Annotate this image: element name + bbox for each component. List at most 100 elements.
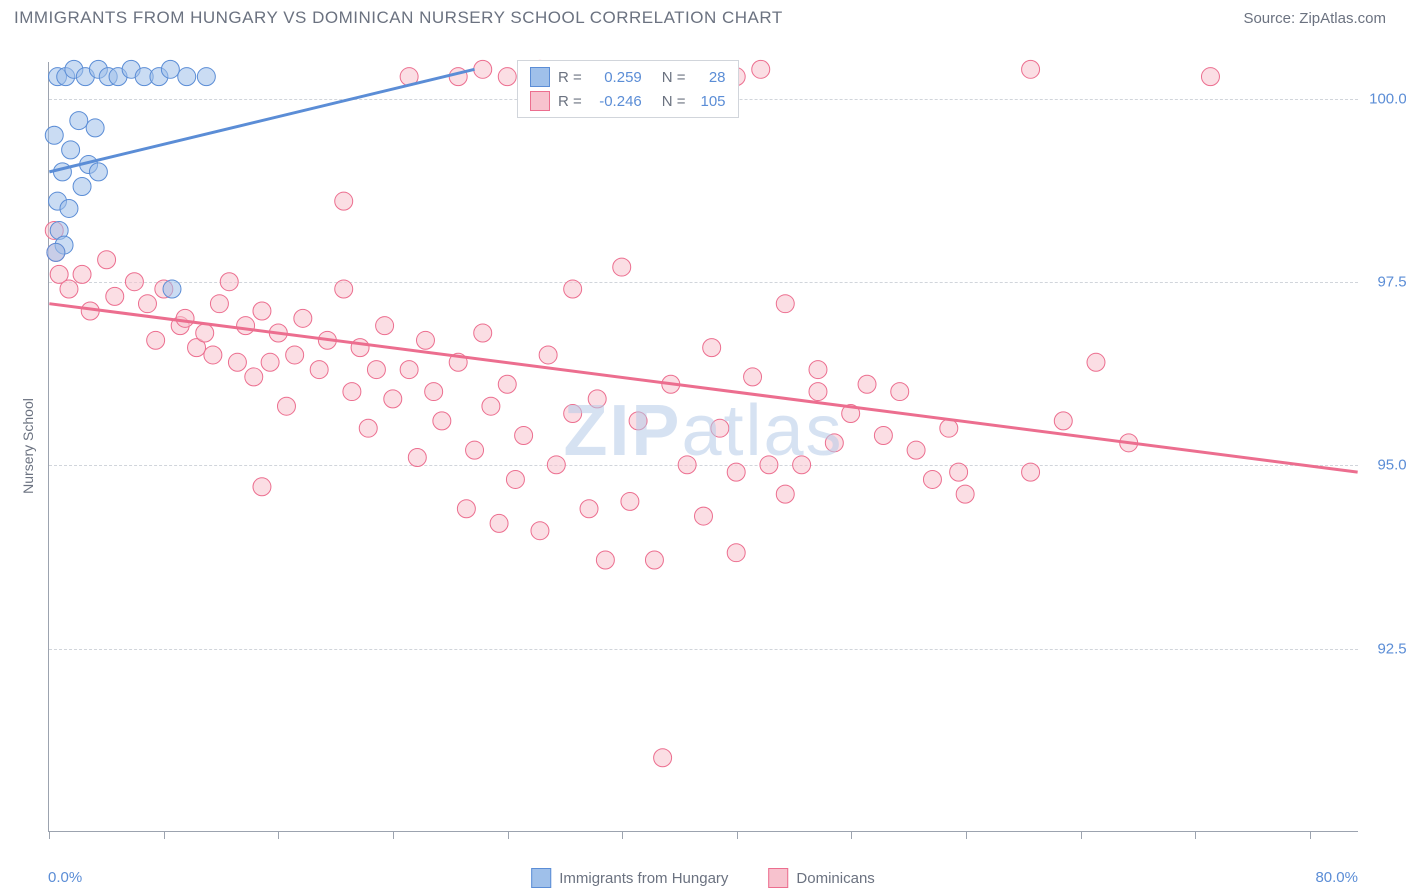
- scatter-point: [98, 251, 116, 269]
- scatter-point: [457, 500, 475, 518]
- scatter-point: [891, 383, 909, 401]
- scatter-point: [367, 361, 385, 379]
- x-tick: [164, 831, 165, 839]
- scatter-point: [858, 375, 876, 393]
- x-tick: [278, 831, 279, 839]
- scatter-point: [776, 295, 794, 313]
- scatter-point: [678, 456, 696, 474]
- scatter-point: [310, 361, 328, 379]
- scatter-point: [727, 463, 745, 481]
- swatch-hungary-icon: [531, 868, 551, 888]
- scatter-point: [277, 397, 295, 415]
- scatter-point: [161, 60, 179, 78]
- r-value-hungary: 0.259: [590, 69, 642, 86]
- scatter-point: [408, 448, 426, 466]
- scatter-point: [343, 383, 361, 401]
- scatter-point: [73, 178, 91, 196]
- scatter-point: [588, 390, 606, 408]
- scatter-point: [474, 60, 492, 78]
- scatter-point: [176, 309, 194, 327]
- scatter-point: [400, 361, 418, 379]
- swatch-hungary: [530, 67, 550, 87]
- scatter-point: [498, 68, 516, 86]
- y-axis-label: Nursery School: [20, 398, 36, 494]
- scatter-point: [547, 456, 565, 474]
- scatter-point: [228, 353, 246, 371]
- stats-legend: R = 0.259 N = 28 R = -0.246 N = 105: [517, 60, 739, 118]
- scatter-point: [564, 405, 582, 423]
- legend-label-dominicans: Dominicans: [796, 870, 874, 887]
- scatter-point: [220, 273, 238, 291]
- swatch-dominicans: [530, 91, 550, 111]
- scatter-point: [237, 317, 255, 335]
- scatter-point: [351, 339, 369, 357]
- scatter-point: [359, 419, 377, 437]
- scatter-point: [498, 375, 516, 393]
- scatter-point: [197, 68, 215, 86]
- n-value-hungary: 28: [694, 69, 726, 86]
- x-tick: [622, 831, 623, 839]
- scatter-point: [62, 141, 80, 159]
- scatter-point: [907, 441, 925, 459]
- scatter-point: [163, 280, 181, 298]
- scatter-point: [793, 456, 811, 474]
- scatter-point: [73, 265, 91, 283]
- n-value-dominicans: 105: [694, 93, 726, 110]
- scatter-point: [482, 397, 500, 415]
- x-tick: [1310, 831, 1311, 839]
- scatter-point: [466, 441, 484, 459]
- legend-label-hungary: Immigrants from Hungary: [559, 870, 728, 887]
- scatter-point: [474, 324, 492, 342]
- scatter-point: [809, 383, 827, 401]
- n-label: N =: [662, 93, 686, 110]
- x-tick: [508, 831, 509, 839]
- scatter-point: [196, 324, 214, 342]
- x-tick: [49, 831, 50, 839]
- scatter-point: [695, 507, 713, 525]
- scatter-point: [60, 199, 78, 217]
- scatter-point: [1087, 353, 1105, 371]
- scatter-point: [178, 68, 196, 86]
- scatter-point: [261, 353, 279, 371]
- scatter-point: [1054, 412, 1072, 430]
- scatter-point: [752, 60, 770, 78]
- scatter-point: [106, 287, 124, 305]
- scatter-point: [425, 383, 443, 401]
- scatter-point: [727, 544, 745, 562]
- legend-item-dominicans: Dominicans: [768, 868, 874, 888]
- scatter-point: [703, 339, 721, 357]
- x-tick: [737, 831, 738, 839]
- series-legend: Immigrants from Hungary Dominicans: [531, 868, 875, 888]
- trend-line: [49, 304, 1357, 472]
- legend-row-hungary: R = 0.259 N = 28: [530, 65, 726, 89]
- scatter-point: [629, 412, 647, 430]
- scatter-point: [760, 456, 778, 474]
- x-tick: [393, 831, 394, 839]
- scatter-point: [950, 463, 968, 481]
- r-label: R =: [558, 69, 582, 86]
- scatter-point: [711, 419, 729, 437]
- x-tick: [851, 831, 852, 839]
- chart-plot-area: 100.0%97.5%95.0%92.5% ZIPatlas R = 0.259…: [48, 62, 1358, 832]
- scatter-point: [47, 243, 65, 261]
- scatter-point: [376, 317, 394, 335]
- scatter-point: [564, 280, 582, 298]
- scatter-point: [1022, 60, 1040, 78]
- scatter-point: [645, 551, 663, 569]
- scatter-point: [596, 551, 614, 569]
- x-tick: [966, 831, 967, 839]
- scatter-point: [613, 258, 631, 276]
- scatter-point: [433, 412, 451, 430]
- scatter-point: [245, 368, 263, 386]
- scatter-point: [204, 346, 222, 364]
- scatter-point: [621, 492, 639, 510]
- r-label: R =: [558, 93, 582, 110]
- scatter-point: [940, 419, 958, 437]
- scatter-point: [286, 346, 304, 364]
- legend-row-dominicans: R = -0.246 N = 105: [530, 89, 726, 113]
- scatter-point: [531, 522, 549, 540]
- scatter-point: [384, 390, 402, 408]
- scatter-point: [825, 434, 843, 452]
- y-tick-label: 100.0%: [1364, 90, 1406, 107]
- scatter-point: [89, 163, 107, 181]
